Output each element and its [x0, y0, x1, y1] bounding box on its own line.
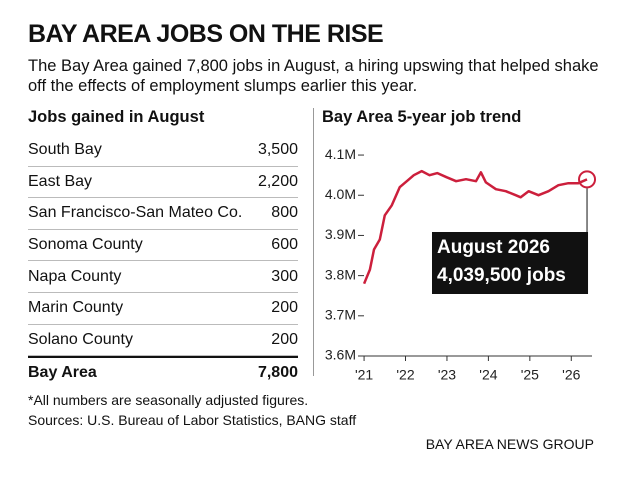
y-tick-label: 3.7M [325, 307, 356, 323]
subtitle: The Bay Area gained 7,800 jobs in August… [28, 57, 599, 95]
highlight-point [578, 170, 597, 189]
row-value: 200 [271, 330, 298, 348]
table-heading: Jobs gained in August [28, 108, 205, 126]
row-value: 3,500 [257, 141, 298, 159]
table-row: Sonoma County 600 [28, 230, 298, 262]
y-tick-label: 3.9M [325, 226, 356, 242]
row-value: 600 [271, 236, 298, 254]
table-row: Solano County 200 [28, 325, 298, 357]
credit: BAY AREA NEWS GROUP [425, 436, 594, 452]
row-label: East Bay [28, 172, 93, 190]
x-tick-label: '26 [562, 367, 580, 383]
row-label: Bay Area [28, 363, 97, 381]
y-tick-label: 3.6M [325, 347, 356, 363]
row-value: 300 [271, 267, 298, 285]
y-tick-label: 4.0M [325, 186, 356, 202]
table-row: Marin County 200 [28, 293, 298, 325]
annotation: 4,039,500 jobs [437, 265, 566, 286]
table-row: Napa County 300 [28, 261, 298, 293]
x-tick-label: '21 [355, 367, 373, 383]
row-label: South Bay [28, 141, 102, 159]
row-value: 2,200 [257, 172, 298, 190]
row-label: Napa County [28, 267, 122, 285]
annotation-box [432, 232, 589, 294]
chart-title: Bay Area 5-year job trend [322, 108, 522, 126]
row-value: 800 [271, 204, 298, 222]
row-value: 200 [271, 299, 298, 317]
row-label: Solano County [28, 330, 133, 348]
annotation: August 2026 [437, 237, 550, 258]
note: *All numbers are seasonally adjusted fig… [28, 392, 309, 408]
divider [313, 108, 314, 376]
row-value: 7,800 [257, 363, 298, 381]
table-row: East Bay 2,200 [28, 167, 298, 199]
x-tick-label: '23 [438, 367, 456, 383]
x-tick-label: '22 [396, 367, 414, 383]
table-row: San Francisco-San Mateo Co. 800 [28, 198, 298, 230]
y-tick-label: 3.8M [325, 266, 356, 282]
y-tick-label: 4.1M [325, 146, 356, 162]
row-label: Marin County [28, 299, 124, 317]
x-tick-label: '24 [479, 367, 497, 383]
x-tick-label: '25 [521, 367, 539, 383]
line [362, 169, 588, 285]
total-row: Bay Area 7,800 [28, 356, 298, 388]
row-label: Sonoma County [28, 236, 143, 254]
title: BAY AREA JOBS ON THE RISE [28, 20, 384, 48]
row-label: San Francisco-San Mateo Co. [28, 204, 243, 222]
sources: Sources: U.S. Bureau of Labor Statistics… [28, 412, 357, 428]
table-row: South Bay 3,500 [28, 135, 298, 167]
